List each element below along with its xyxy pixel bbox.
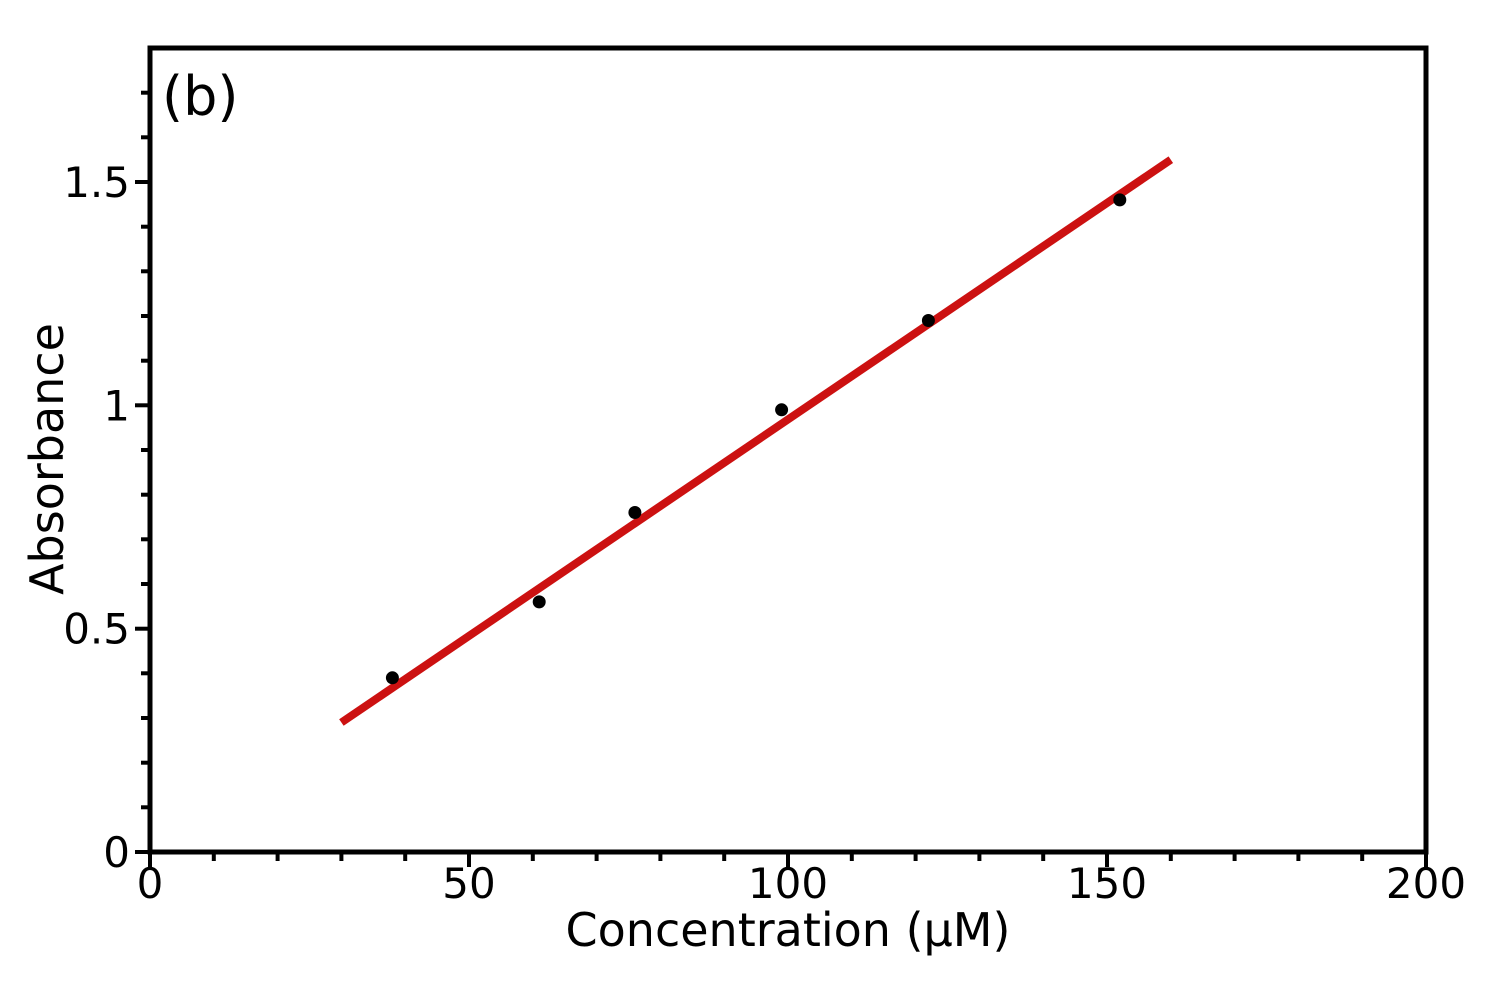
x-axis-ticks (148, 852, 1428, 867)
y-tick-label: 1.5 (63, 158, 130, 207)
y-axis-ticks (135, 90, 150, 854)
panel-label: (b) (162, 65, 238, 128)
data-point (628, 506, 642, 519)
fit-line-layer (339, 156, 1174, 726)
y-tick-label: 1 (103, 381, 130, 430)
x-tick-labels: 0 50 100 150 200 (137, 859, 1466, 908)
plot-frame (147, 45, 1429, 855)
data-point (1113, 193, 1127, 207)
x-tick-label: 100 (748, 859, 828, 908)
y-axis-title: Absorbance (20, 323, 74, 595)
data-point (921, 314, 935, 327)
y-tick-label: 0 (103, 828, 130, 877)
y-tick-label: 0.5 (63, 605, 130, 654)
y-tick-labels: 0 0.5 1 1.5 (63, 158, 130, 877)
data-point (775, 403, 789, 417)
x-tick-label: 0 (137, 859, 164, 908)
x-tick-label: 150 (1067, 859, 1147, 908)
data-point (532, 595, 546, 609)
scatter-point-layer (385, 193, 1127, 685)
x-tick-label: 200 (1386, 859, 1466, 908)
fit-line (339, 156, 1174, 726)
x-tick-label: 50 (442, 859, 495, 908)
data-point (385, 671, 399, 685)
x-axis-title: Concentration (µM) (566, 903, 1011, 957)
